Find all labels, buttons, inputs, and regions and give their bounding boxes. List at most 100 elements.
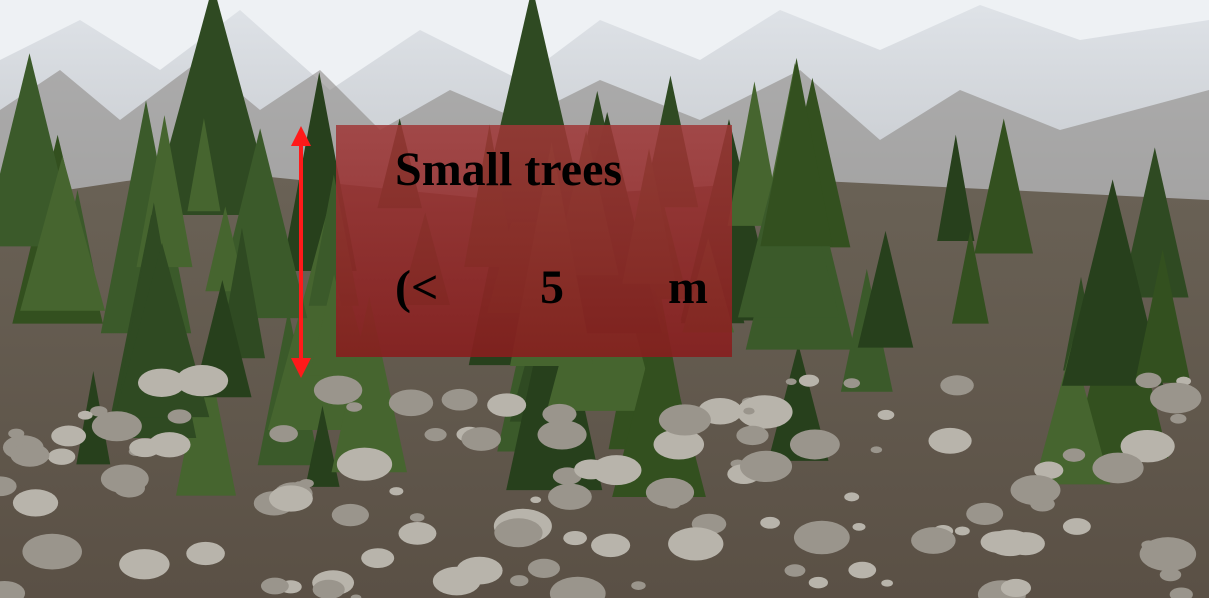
rock xyxy=(186,541,225,566)
rock xyxy=(176,365,229,397)
rock xyxy=(336,447,393,481)
rock xyxy=(966,502,1004,526)
rock xyxy=(1169,587,1193,598)
tree xyxy=(1034,343,1111,485)
rock xyxy=(547,483,592,510)
tree xyxy=(176,344,236,496)
rock xyxy=(563,530,587,546)
rock xyxy=(1062,518,1091,535)
rock xyxy=(789,429,840,460)
tree xyxy=(1121,147,1189,298)
rock xyxy=(331,503,369,527)
tree xyxy=(760,57,833,247)
rock xyxy=(793,520,850,555)
rock xyxy=(877,409,895,420)
rock xyxy=(424,427,447,442)
rock xyxy=(10,443,50,467)
rock xyxy=(911,527,956,554)
rock xyxy=(346,402,363,412)
rock xyxy=(954,526,970,536)
rock xyxy=(389,487,404,496)
rock xyxy=(350,594,362,598)
rock xyxy=(388,389,434,417)
arrow-head xyxy=(291,358,311,378)
rock xyxy=(119,549,170,580)
rock xyxy=(552,467,582,485)
rock xyxy=(928,427,972,454)
tree xyxy=(1061,179,1164,386)
rock xyxy=(798,374,820,387)
rock xyxy=(1000,578,1032,598)
rock xyxy=(51,425,87,447)
tree xyxy=(937,134,975,241)
rock xyxy=(645,477,695,507)
tree xyxy=(857,230,914,348)
rock xyxy=(843,378,861,389)
rock xyxy=(12,489,59,517)
tree xyxy=(331,296,407,473)
rock xyxy=(1135,372,1162,389)
rock xyxy=(1159,568,1182,582)
rock xyxy=(361,548,395,568)
rock xyxy=(852,523,866,531)
rock xyxy=(77,410,93,420)
tree xyxy=(951,229,989,324)
rock xyxy=(1034,461,1064,480)
rocks xyxy=(0,365,1202,598)
rock xyxy=(537,420,587,450)
rock xyxy=(940,375,974,396)
tree xyxy=(76,371,111,465)
rock xyxy=(22,533,82,570)
rock xyxy=(631,581,646,590)
rock xyxy=(1120,429,1175,463)
rock xyxy=(494,518,543,548)
rock xyxy=(542,403,577,425)
rock xyxy=(591,533,631,558)
rock xyxy=(549,576,606,598)
rock xyxy=(0,476,17,497)
rock xyxy=(848,561,877,579)
rock xyxy=(591,455,642,486)
rock xyxy=(743,407,755,415)
rock xyxy=(844,492,860,502)
rock xyxy=(653,429,705,460)
rock xyxy=(0,580,26,598)
rock xyxy=(574,459,608,480)
rock xyxy=(91,411,142,442)
rock xyxy=(1010,475,1061,506)
rock xyxy=(441,388,478,411)
rock xyxy=(313,375,363,405)
label-text: m xyxy=(668,261,708,314)
tree xyxy=(1134,249,1191,383)
rock xyxy=(737,395,793,429)
label-title: Small trees xyxy=(395,143,622,196)
rock xyxy=(1150,382,1202,414)
rock xyxy=(736,425,769,446)
rock xyxy=(167,409,192,424)
rock xyxy=(260,577,289,595)
rock xyxy=(138,368,186,397)
rock xyxy=(487,393,527,417)
rock xyxy=(785,378,797,385)
rock xyxy=(668,527,724,561)
rock xyxy=(1062,448,1086,462)
tree xyxy=(20,155,105,311)
rock xyxy=(456,556,503,585)
tree xyxy=(305,405,340,487)
rock xyxy=(461,427,501,451)
rock xyxy=(527,558,560,578)
rock xyxy=(269,425,298,443)
rock xyxy=(1170,413,1187,424)
rock xyxy=(760,516,780,529)
rock xyxy=(530,496,542,504)
rock xyxy=(1141,540,1157,550)
rock xyxy=(100,464,149,494)
rock xyxy=(808,576,828,589)
tree xyxy=(727,81,782,226)
label-box xyxy=(336,125,732,357)
snow xyxy=(0,0,1209,90)
rock xyxy=(312,579,345,598)
rock xyxy=(47,448,76,465)
label-text: (< xyxy=(395,261,438,314)
